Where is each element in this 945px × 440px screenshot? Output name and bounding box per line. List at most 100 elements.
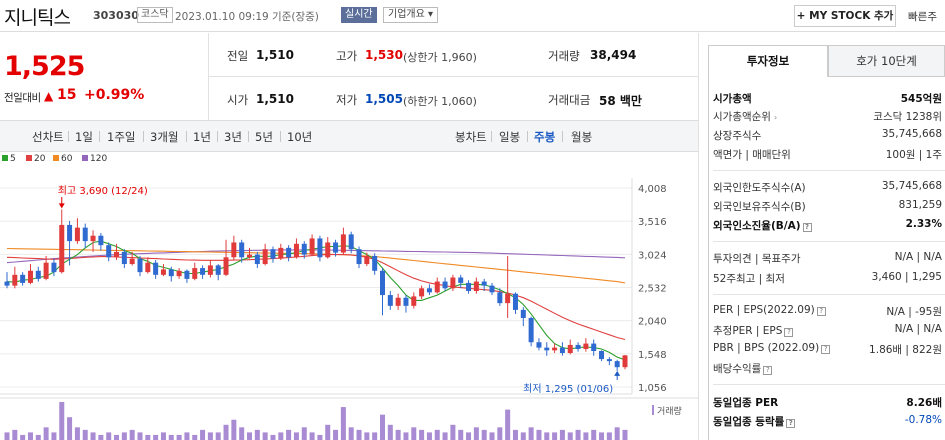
period-1w-tab[interactable]: 1주일 — [107, 130, 136, 144]
volume-bar — [442, 432, 448, 440]
info-row-listed-shares: 상장주식수 35,745,668 — [713, 128, 945, 144]
candle-body — [379, 270, 385, 296]
period-1y-tab[interactable]: 1년 — [193, 130, 211, 144]
candle-body — [520, 309, 526, 318]
info-row-opinion: 투자의견 | 목표주가 N/A | N/A — [713, 251, 945, 267]
volume-bar — [520, 432, 526, 440]
volume-bar — [270, 434, 276, 440]
stock-candlestick-chart[interactable]: 4,008 3,516 3,024 2,532 2,040 1,548 1,056 최고 3,… — [0, 168, 698, 440]
market-badge: 코스닥 — [137, 7, 173, 23]
amount-value: 58 백만 — [599, 94, 642, 108]
candle-body — [567, 344, 573, 354]
candle-daily-tab[interactable]: 일봉 — [499, 130, 521, 144]
y-tick-label: 4,008 — [638, 184, 667, 195]
volume-bar — [176, 434, 182, 440]
volume-bar — [372, 432, 378, 440]
volume-value: 38,494 — [590, 48, 637, 62]
volume-bar — [168, 434, 174, 440]
info-label: 추정PER | EPS? — [713, 323, 794, 338]
volume-label: 거래량 — [548, 49, 580, 63]
volume-bar — [98, 434, 104, 440]
period-5y-tab[interactable]: 5년 — [255, 130, 273, 144]
candle-body — [481, 281, 487, 286]
candle-body — [160, 269, 166, 275]
divider — [248, 131, 249, 142]
quick-search-link[interactable]: 빠른주 — [908, 11, 937, 23]
candle-body — [27, 270, 33, 283]
volume-legend-swatch — [652, 405, 654, 415]
candle-body — [372, 255, 378, 271]
volume-bar — [145, 434, 151, 440]
company-overview-dropdown[interactable]: 기업개요 ▾ — [383, 7, 438, 23]
help-icon[interactable]: ? — [763, 366, 773, 375]
candle-body — [168, 269, 174, 277]
divider — [713, 241, 945, 242]
y-tick-label: 3,516 — [638, 217, 667, 228]
period-3y-tab[interactable]: 3년 — [224, 130, 242, 144]
candle-monthly-tab[interactable]: 월봉 — [571, 130, 593, 144]
ma60-line — [6, 247, 626, 284]
info-row-foreign-limit: 외국인한도주식수(A) 35,745,668 — [713, 180, 945, 196]
volume-bar — [20, 434, 26, 440]
candle-body — [247, 254, 253, 258]
help-icon[interactable]: ? — [784, 328, 794, 337]
up-arrow-icon: ▲ — [44, 89, 54, 103]
candle-body — [106, 245, 112, 258]
info-label: 외국인보유주식수(B) — [713, 201, 806, 213]
volume-bar — [489, 432, 495, 440]
y-tick-label: 1,548 — [638, 350, 667, 361]
candle-body — [622, 355, 628, 368]
info-label: 시가총액 — [713, 93, 752, 105]
volume-bar — [497, 427, 503, 440]
candle-weekly-tab[interactable]: 주봉 — [534, 130, 556, 144]
volume-bar — [192, 434, 198, 440]
candle-body — [59, 224, 65, 273]
stock-header — [0, 0, 945, 32]
info-label: PBR | BPS (2022.09)? — [713, 342, 831, 354]
help-icon[interactable]: ? — [786, 419, 796, 428]
divider — [99, 131, 100, 142]
period-1d-tab[interactable]: 1일 — [75, 130, 93, 144]
volume-bar — [317, 434, 323, 440]
candle-body — [434, 281, 440, 293]
help-icon[interactable]: ? — [816, 307, 826, 316]
candle-body — [192, 268, 198, 279]
info-row-market-cap-rank: 시가총액순위 › 코스닥 1238위 — [713, 109, 945, 125]
candle-body — [82, 227, 88, 242]
help-icon[interactable]: ? — [802, 223, 812, 232]
chart-period-bar — [0, 120, 698, 152]
legend-item-ma60: 60 — [53, 154, 72, 164]
add-my-stock-button[interactable]: + MY STOCK 추가 — [794, 5, 896, 27]
volume-bar — [552, 432, 558, 440]
tab-invest-info[interactable]: 투자정보 — [708, 45, 828, 77]
tab-order-book[interactable]: 호가 10단계 — [828, 45, 945, 77]
candle-body — [614, 361, 620, 368]
info-label-text: 배당수익률 — [713, 363, 762, 375]
change-value: 15 — [57, 87, 77, 103]
volume-bar — [348, 427, 354, 440]
divider — [562, 131, 563, 142]
candle-body — [340, 234, 346, 253]
volume-bar — [51, 432, 57, 440]
volume-bar — [137, 432, 143, 440]
divider — [713, 294, 945, 295]
volume-bar — [466, 432, 472, 440]
candle-body — [4, 281, 10, 286]
candle-body — [411, 296, 417, 306]
candle-body — [528, 317, 534, 343]
volume-bar — [536, 429, 542, 440]
info-label: 외국인소진율(B/A)? — [713, 218, 812, 233]
volume-bar — [387, 424, 393, 440]
candle-body — [121, 251, 127, 265]
candle-body — [74, 227, 80, 242]
period-10y-tab[interactable]: 10년 — [287, 130, 313, 144]
help-icon[interactable]: › — [773, 113, 778, 122]
candle-body — [606, 359, 612, 362]
volume-bar — [575, 429, 581, 440]
divider — [143, 131, 144, 142]
period-3m-tab[interactable]: 3개월 — [150, 130, 179, 144]
volume-bar — [528, 427, 534, 440]
candle-body — [309, 238, 315, 255]
realtime-button[interactable]: 실시간 — [341, 7, 377, 23]
help-icon[interactable]: ? — [821, 345, 831, 354]
